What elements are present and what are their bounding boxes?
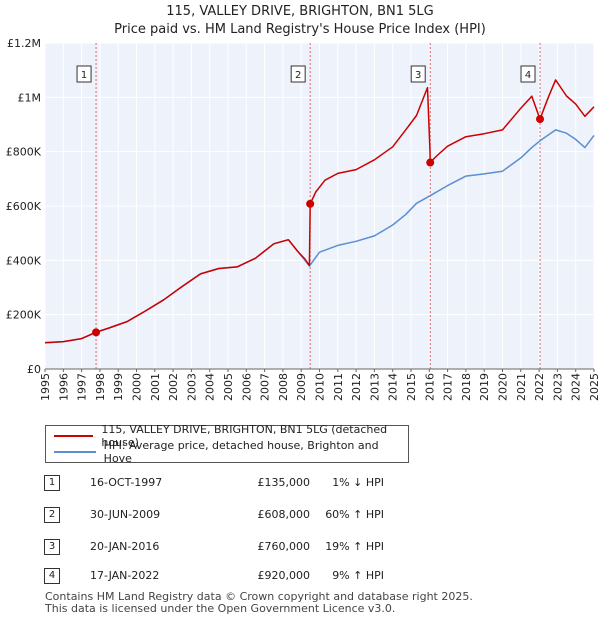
transaction-number: 2 [44, 507, 60, 523]
transaction-date: 17-JAN-2022 [90, 569, 160, 582]
sale-marker-label: 1 [81, 70, 87, 81]
transaction-price: £135,000 [257, 476, 311, 489]
sale-marker-box [76, 65, 92, 83]
transaction-number: 1 [44, 475, 60, 491]
transaction-price: £920,000 [257, 569, 311, 582]
transaction-price: £760,000 [257, 540, 311, 553]
x-tick-label: 2006 [240, 373, 253, 401]
sale-point [536, 115, 545, 124]
transaction-date: 16-OCT-1997 [90, 476, 163, 489]
legend-item-hpi: HPI: Average price, detached house, Brig… [54, 439, 408, 465]
transaction-hpi-diff: 9% ↑ HPI [332, 569, 384, 582]
y-tick-label: £0 [27, 363, 41, 376]
sale-marker-box [290, 65, 306, 83]
transaction-date: 20-JAN-2016 [90, 540, 160, 553]
legend-label-hpi: HPI: Average price, detached house, Brig… [103, 439, 379, 465]
x-tick-label: 2005 [222, 373, 235, 401]
x-tick-label: 2024 [570, 373, 583, 401]
x-tick-label: 1998 [94, 373, 107, 401]
x-tick-label: 1995 [39, 373, 52, 401]
x-tick-label: 2002 [167, 373, 180, 401]
y-tick-label: £1.2M [7, 37, 41, 50]
transaction-row: 2 30-JUN-2009 £608,000 60% ↑ HPI [44, 507, 404, 525]
transaction-hpi-diff: 60% ↑ HPI [325, 508, 384, 521]
x-tick-label: 2018 [460, 373, 473, 401]
y-tick-label: £200K [6, 309, 42, 322]
sale-marker-box [410, 65, 426, 83]
legend-item-property: 115, VALLEY DRIVE, BRIGHTON, BN1 5LG (de… [54, 423, 408, 449]
x-tick-label: 1999 [112, 373, 125, 401]
y-tick-label: £800K [6, 146, 42, 159]
x-tick-label: 2017 [442, 373, 455, 401]
x-tick-label: 2000 [131, 373, 144, 401]
x-tick-label: 2021 [515, 373, 528, 401]
x-tick-label: 2008 [277, 373, 290, 401]
sale-point [426, 158, 435, 167]
legend: 115, VALLEY DRIVE, BRIGHTON, BN1 5LG (de… [45, 423, 409, 465]
y-tick-label: £400K [6, 254, 42, 267]
y-tick-label: £1M [18, 91, 42, 104]
x-tick-label: 2014 [387, 373, 400, 401]
x-tick-label: 2023 [551, 373, 564, 401]
transaction-row: 1 16-OCT-1997 £135,000 1% ↓ HPI [44, 475, 404, 493]
sale-point [92, 328, 101, 337]
x-tick-label: 2025 [588, 373, 600, 401]
sale-marker-box [520, 65, 536, 83]
x-tick-label: 2011 [332, 373, 345, 401]
sale-point [306, 199, 315, 208]
legend-swatch-hpi [54, 451, 96, 453]
x-tick-label: 2015 [405, 373, 418, 401]
transaction-row: 3 20-JAN-2016 £760,000 19% ↑ HPI [44, 539, 404, 557]
sale-marker-label: 4 [525, 70, 531, 81]
transaction-date: 30-JUN-2009 [90, 508, 161, 521]
transaction-number: 3 [44, 539, 60, 555]
sale-marker-label: 2 [295, 70, 301, 81]
chart-title: 115, VALLEY DRIVE, BRIGHTON, BN1 5LG [166, 4, 434, 19]
property-price-line [44, 79, 595, 344]
x-tick-label: 2009 [295, 373, 308, 401]
sale-marker-label: 3 [415, 70, 421, 81]
y-tick-label: £600K [6, 200, 42, 213]
x-tick-label: 2004 [204, 373, 217, 401]
x-tick-label: 1996 [57, 373, 70, 401]
transaction-hpi-diff: 1% ↓ HPI [332, 476, 384, 489]
x-tick-label: 2013 [368, 373, 381, 401]
transaction-number: 4 [44, 568, 60, 584]
x-tick-label: 2022 [533, 373, 546, 401]
transaction-hpi-diff: 19% ↑ HPI [325, 540, 384, 553]
x-tick-label: 2003 [185, 373, 198, 401]
x-tick-label: 2019 [478, 373, 491, 401]
footer-copyright: Contains HM Land Registry data © Crown c… [45, 590, 473, 603]
legend-swatch-property [54, 435, 94, 437]
x-tick-label: 1997 [76, 373, 89, 401]
x-tick-label: 2016 [423, 373, 436, 401]
x-tick-label: 2007 [259, 373, 272, 401]
chart-subtitle: Price paid vs. HM Land Registry's House … [114, 22, 486, 37]
price-chart: 1 2 3 4 £0 £200K £400K £600K £800K £1M £1.2M 1995 19… [6, 37, 600, 401]
x-tick-label: 2012 [350, 373, 363, 401]
footer-licence: This data is licensed under the Open Gov… [45, 602, 396, 615]
x-tick-label: 2010 [314, 373, 327, 401]
x-tick-label: 2020 [497, 373, 510, 401]
transaction-price: £608,000 [257, 508, 311, 521]
x-tick-label: 2001 [149, 373, 162, 401]
legend-label-property: 115, VALLEY DRIVE, BRIGHTON, BN1 5LG (de… [101, 423, 388, 449]
transaction-row: 4 17-JAN-2022 £920,000 9% ↑ HPI [44, 568, 404, 586]
